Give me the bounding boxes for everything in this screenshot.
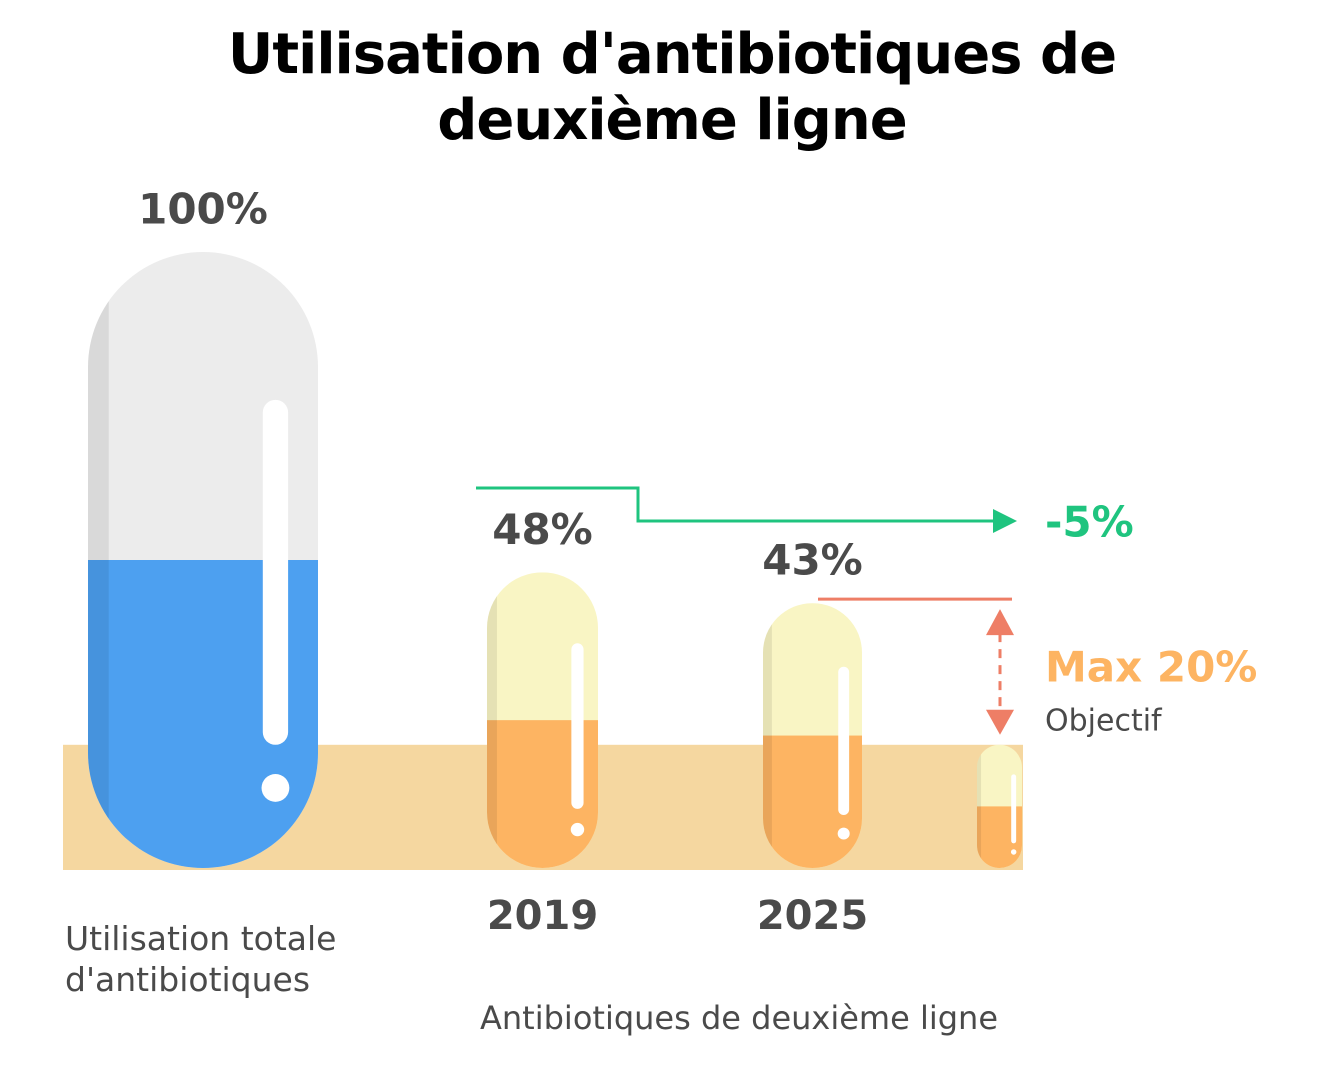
group-label: Utilisation totale d'antibiotiques bbox=[65, 919, 337, 999]
value-label: 100% bbox=[138, 185, 268, 234]
pill-highlight-dot bbox=[1010, 849, 1017, 855]
value-label: 48% bbox=[492, 505, 593, 554]
pill-highlight bbox=[1011, 774, 1017, 844]
arrow-head bbox=[986, 609, 1014, 636]
pill-highlight-dot bbox=[261, 774, 290, 802]
pill bbox=[487, 572, 598, 868]
pill-highlight bbox=[838, 666, 850, 816]
arrow-head bbox=[986, 709, 1014, 735]
pill-shade bbox=[487, 572, 497, 868]
target-label: Objectif bbox=[1045, 704, 1163, 739]
category-label: 2025 bbox=[757, 893, 868, 939]
chart-title: Utilisation d'antibiotiques de deuxième … bbox=[227, 22, 1117, 153]
pill-highlight bbox=[262, 399, 289, 745]
pill-shade bbox=[977, 744, 982, 868]
change-arrow bbox=[476, 486, 995, 523]
group-label: Antibiotiques de deuxième ligne bbox=[480, 999, 998, 1037]
pill-shade bbox=[88, 252, 109, 868]
pill-highlight bbox=[571, 643, 584, 809]
pill-shade bbox=[763, 603, 772, 868]
pill-highlight-dot bbox=[837, 827, 850, 840]
pill-highlight-dot bbox=[570, 822, 585, 837]
change-label: -5% bbox=[1045, 498, 1134, 547]
pill bbox=[88, 252, 318, 868]
target-value-label: Max 20% bbox=[1045, 643, 1257, 692]
arrow-head bbox=[993, 509, 1017, 533]
value-label: 43% bbox=[762, 536, 863, 585]
category-label: 2019 bbox=[487, 893, 598, 939]
